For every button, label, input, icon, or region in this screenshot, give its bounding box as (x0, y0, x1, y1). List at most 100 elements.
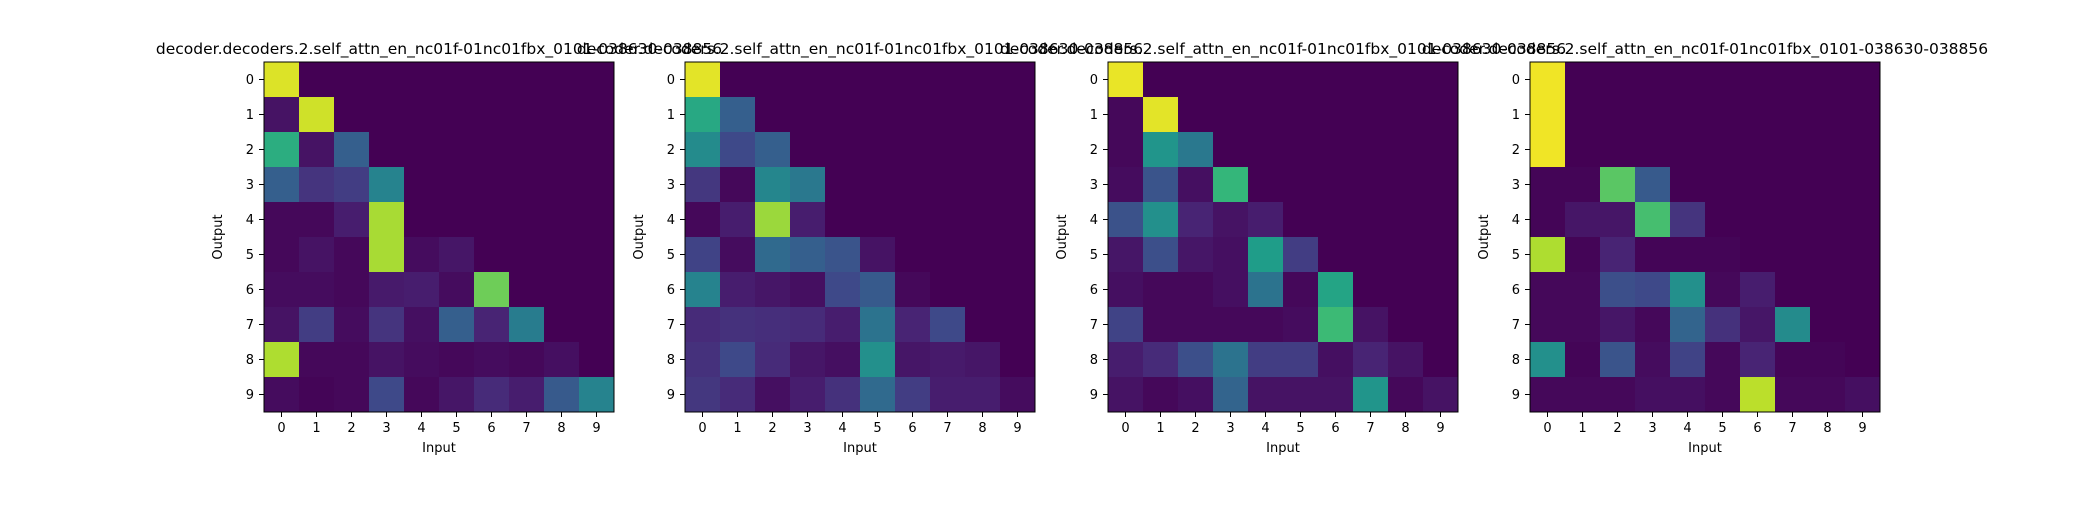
heatmap-cell (1565, 62, 1601, 98)
heatmap-cell (790, 167, 826, 203)
heatmap-cell (509, 132, 545, 168)
heatmap-cell (1530, 272, 1566, 308)
heatmap-cell (509, 237, 545, 273)
heatmap-cell (1283, 62, 1319, 98)
heatmap-cell (1635, 307, 1671, 343)
heatmap-cell (755, 272, 791, 308)
y-tick-label: 7 (246, 318, 254, 333)
heatmap-cell (1635, 97, 1671, 133)
heatmap-cell (264, 237, 300, 273)
y-tick-label: 2 (667, 143, 675, 158)
heatmap-cell (474, 167, 510, 203)
y-tick-label: 3 (246, 178, 254, 193)
heatmap-cell (790, 307, 826, 343)
heatmap-cell (1318, 377, 1354, 413)
heatmap-cell (1283, 97, 1319, 133)
heatmap-panel-1: 0 1 2 3 4 5 6 7 8 9 0 1 2 3 4 5 6 7 8 9 Input Output decoder.d… (577, 40, 1143, 456)
heatmap-cell (544, 307, 580, 343)
x-tick-label: 4 (417, 421, 425, 436)
x-tick-label: 4 (838, 421, 846, 436)
x-tick-label: 2 (347, 421, 355, 436)
heatmap-cell (509, 377, 545, 413)
heatmap-cell (369, 237, 405, 273)
heatmap-cell (544, 377, 580, 413)
heatmap-cell (685, 62, 721, 98)
heatmap-cell (369, 167, 405, 203)
heatmap-cell (860, 202, 896, 238)
y-axis-label: Output (1477, 214, 1492, 259)
heatmap-cell (1530, 377, 1566, 413)
heatmap-cell (825, 342, 861, 378)
heatmap-cell (1283, 272, 1319, 308)
y-tick-label: 8 (246, 353, 254, 368)
heatmap-cell (299, 377, 335, 413)
heatmap-cell (1213, 237, 1249, 273)
x-tick-label: 3 (1648, 421, 1656, 436)
heatmap-cell (1635, 237, 1671, 273)
heatmap-cell (1213, 132, 1249, 168)
heatmap-cell (544, 272, 580, 308)
heatmap-cell (1353, 307, 1389, 343)
x-tick-label: 2 (768, 421, 776, 436)
heatmap-cell (544, 202, 580, 238)
chart-title: decoder.decoders.2.self_attn_en_nc01f-01… (156, 40, 722, 59)
heatmap-cell (1635, 202, 1671, 238)
y-tick-label: 5 (667, 248, 675, 263)
heatmap-cell (825, 132, 861, 168)
heatmap-cell (264, 342, 300, 378)
heatmap-cell (1810, 342, 1846, 378)
heatmap-cell (965, 237, 1001, 273)
heatmap-cell (1000, 342, 1036, 378)
heatmap-cell (1000, 307, 1036, 343)
heatmap-cell (685, 377, 721, 413)
heatmap-cell (1845, 342, 1881, 378)
heatmap-cell (1353, 97, 1389, 133)
heatmap-cell (1565, 237, 1601, 273)
x-tick-label: 5 (1718, 421, 1726, 436)
heatmap-cell (1283, 132, 1319, 168)
heatmap-cell (685, 272, 721, 308)
heatmap-cell (264, 97, 300, 133)
heatmap-cell (404, 237, 440, 273)
heatmap-cell (1108, 202, 1144, 238)
heatmap-cell (860, 62, 896, 98)
heatmap-cell (1705, 97, 1741, 133)
heatmap-cell (1775, 272, 1811, 308)
heatmap-cell (264, 307, 300, 343)
heatmap-cell (895, 272, 931, 308)
heatmap-cell (1845, 237, 1881, 273)
heatmap-cell (1318, 307, 1354, 343)
y-axis-label: Output (211, 214, 226, 259)
heatmap-cell (404, 62, 440, 98)
heatmap-cell (1635, 62, 1671, 98)
heatmap-cell (1423, 97, 1459, 133)
heatmap-cell (1388, 342, 1424, 378)
plot-frame (263, 61, 615, 413)
heatmap-cell (1565, 307, 1601, 343)
heatmap-cell (1423, 272, 1459, 308)
heatmap-cell (720, 202, 756, 238)
plot-frame (1107, 61, 1459, 413)
heatmap-cell (334, 132, 370, 168)
heatmap-cell (895, 167, 931, 203)
heatmap-cell (1248, 167, 1284, 203)
heatmap-cell (579, 237, 615, 273)
heatmap-cell (334, 202, 370, 238)
heatmap-cell (1388, 97, 1424, 133)
x-axis-label: Input (422, 441, 456, 456)
heatmap-cell (1108, 97, 1144, 133)
x-tick-label: 9 (592, 421, 600, 436)
heatmap-cell (1178, 202, 1214, 238)
heatmap-cell (965, 167, 1001, 203)
heatmap-cell (860, 342, 896, 378)
heatmap-cell (544, 237, 580, 273)
x-tick-label: 1 (1578, 421, 1586, 436)
heatmap-cell (1423, 202, 1459, 238)
heatmap-cell (1600, 272, 1636, 308)
x-tick-label: 6 (908, 421, 916, 436)
x-tick-label: 6 (487, 421, 495, 436)
heatmap-cell (860, 272, 896, 308)
heatmap-cell (685, 132, 721, 168)
heatmap-cell (264, 132, 300, 168)
heatmap-cell (1283, 377, 1319, 413)
